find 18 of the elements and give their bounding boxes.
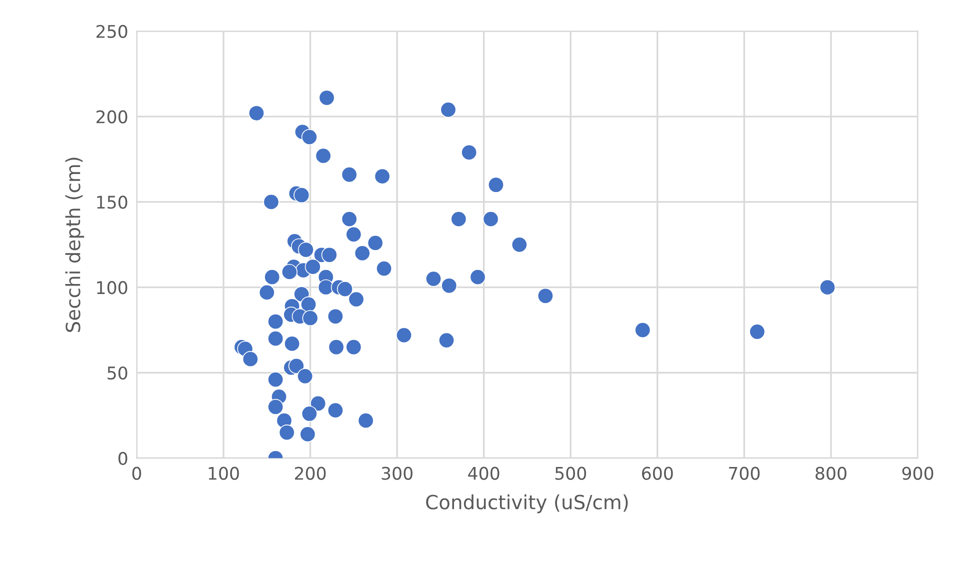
x-axis-title: Conductivity (uS/cm) bbox=[426, 494, 628, 514]
y-tick-label: 0 bbox=[118, 452, 128, 465]
x-tick-label: 0 bbox=[132, 466, 142, 480]
y-tick-label: 100 bbox=[97, 281, 128, 294]
x-tick-label: 300 bbox=[382, 466, 412, 480]
x-tick-label: 800 bbox=[816, 466, 846, 480]
x-tick-label: 700 bbox=[729, 466, 760, 480]
x-tick-label: 600 bbox=[642, 466, 673, 480]
y-tick-label: 250 bbox=[96, 24, 128, 38]
x-tick-label: 400 bbox=[468, 466, 500, 480]
y-axis-title: Secchi depth (cm) bbox=[65, 158, 84, 332]
x-tick-label: 900 bbox=[902, 466, 934, 480]
x-tick-label: 500 bbox=[555, 466, 586, 480]
y-tick-label: 150 bbox=[97, 196, 128, 209]
x-tick-label: 100 bbox=[208, 466, 239, 480]
y-tick-label: 200 bbox=[96, 110, 128, 124]
y-tick-label: 50 bbox=[108, 366, 128, 380]
x-tick-label: 200 bbox=[294, 466, 326, 480]
